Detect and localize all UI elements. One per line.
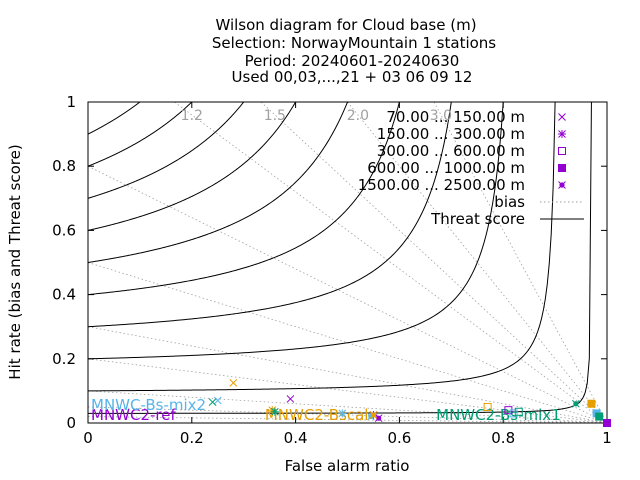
threat-score-line-5 [88,102,348,263]
bias-line-3 [433,102,607,423]
bias-line-2 [347,102,607,423]
point-2-0 [229,379,238,387]
point-2-2 [483,402,492,411]
legend-swatch-4 [558,181,566,189]
bias-line-1 [260,102,607,423]
plot-frame [87,101,608,424]
bias-line-7 [88,358,607,423]
point-0-4 [374,414,383,423]
legend-label-2: 300.00 ... 600.00 m [377,142,525,160]
y-tick-label-1: 0.2 [52,350,76,368]
threat-score-line-7 [88,102,245,199]
x-tick-label-4: 0.8 [491,429,515,447]
y-tick-label-0: 0 [66,414,76,432]
legend-swatch-2 [558,147,566,155]
legend-label-3: 600.00 ... 1000.00 m [367,159,525,177]
y-axis: 0 0.2 0.4 0.6 0.8 1 [52,93,607,432]
y-axis-label: Hit rate (bias and Threat score) [6,144,24,379]
legend-swatch-3 [558,164,566,172]
bias-label-1: 1.5 [264,108,286,124]
bias-line-9 [88,406,607,423]
threat-score-line-4 [88,102,400,296]
legend-swatch-0 [558,113,566,121]
point-2-4 [369,411,378,419]
x-axis-label: False alarm ratio [285,457,410,475]
x-tick-label-2: 0.4 [284,429,308,447]
point-1-1 [338,409,347,418]
point-3-3 [595,412,604,421]
data-points [208,379,611,427]
threat-score-line-3 [88,102,452,328]
point-0-3 [603,419,611,427]
point-3-4 [572,399,580,408]
threat-score-line-6 [88,102,297,231]
point-2-3 [587,399,596,408]
bias-label-0: 1.2 [181,108,203,124]
point-2-1 [268,406,277,415]
point-3-2 [514,407,523,416]
bias-line-8 [88,390,607,423]
y-tick-label-4: 0.8 [52,157,76,175]
point-3-1 [270,407,279,416]
legend-label-5: bias [494,193,525,211]
threat-score-line-1 [88,102,556,392]
point-3-0 [208,398,217,406]
legend-label-1: 150.00 ... 300.00 m [377,125,525,143]
x-tick-label-5: 1 [602,429,612,447]
threat-score-line-2 [88,102,504,360]
x-tick-label-0: 0 [83,429,93,447]
bias-line-5 [88,262,607,423]
bias-line-0 [174,102,607,423]
legend-label-6: Threat score [430,210,525,228]
threat-score-line-9 [88,102,141,135]
x-tick-label-1: 0.2 [180,429,204,447]
title-line-3: Period: 20240601-20240630 [245,52,460,70]
bias-line-10 [88,416,607,423]
x-axis: 0 0.2 0.4 0.6 0.8 1 [83,102,612,447]
bias-lines [88,102,607,423]
title-line-4: Used 00,03,...,21 + 03 06 09 12 [232,68,473,86]
bias-label-3: 3.0 [430,108,452,124]
bias-label-2: 2.0 [347,108,369,124]
y-tick-label-2: 0.4 [52,286,76,304]
y-tick-label-3: 0.6 [52,221,76,239]
series-label-2: MNWC2-Bscal [265,406,369,424]
y-tick-label-5: 1 [66,93,76,111]
series-label-0: MNWC2-ref [91,406,176,424]
point-1-0 [213,396,222,405]
point-1-2 [509,409,518,418]
title-line-1: Wilson diagram for Cloud base (m) [215,16,476,34]
x-tick-label-3: 0.6 [387,429,411,447]
bias-line-4 [88,165,607,423]
series-label-1: MNWC-Bs-mix2 [91,396,206,414]
bias-labels: 1.2 1.5 2.0 3.0 [181,108,452,124]
legend-label-4: 1500.00 ... 2500.00 m [358,176,525,194]
title-line-2: Selection: NorwayMountain 1 stations [212,34,496,52]
point-0-0 [286,395,295,403]
chart-title: Wilson diagram for Cloud base (m) Select… [212,16,496,86]
legend-label-0: 70.00 ... 150.00 m [386,108,525,126]
legend-swatch-1 [558,130,566,138]
series-label-3: MNWC2-Bs-mix1 [436,406,561,424]
threat-score-line-8 [88,102,193,167]
